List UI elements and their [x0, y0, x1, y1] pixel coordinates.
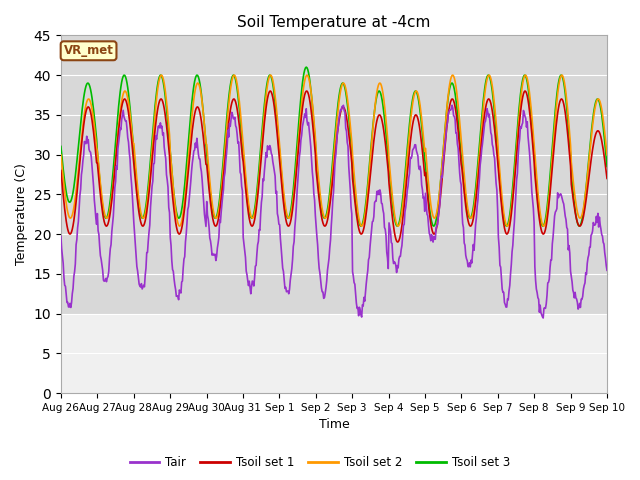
Tsoil set 2 [418, 116, 426, 121]
Tsoil set 3 [418, 123, 426, 129]
Tair [67, 305, 75, 311]
Line: Tair: Tair [61, 105, 607, 318]
Tsoil set 3 [67, 198, 75, 204]
Bar [61, 313, 607, 393]
X-axis label: Time: Time [319, 419, 349, 432]
Tsoil set 3 [123, 80, 131, 86]
Tair [123, 125, 131, 131]
Text: VR_met: VR_met [63, 44, 113, 57]
Tsoil set 3 [207, 199, 215, 205]
Tair [603, 267, 611, 273]
Tsoil set 1 [179, 222, 186, 228]
Tsoil set 3 [357, 223, 365, 229]
Tair [401, 221, 408, 227]
Tsoil set 1 [521, 88, 529, 94]
Y-axis label: Temperature (C): Temperature (C) [15, 163, 28, 265]
Line: Tsoil set 2: Tsoil set 2 [61, 75, 607, 226]
Tsoil set 1 [401, 195, 409, 201]
Tsoil set 2 [57, 152, 65, 158]
Tsoil set 3 [402, 164, 410, 169]
Tair [57, 233, 65, 239]
Tair [179, 278, 186, 284]
Tsoil set 2 [603, 152, 611, 158]
Tsoil set 2 [207, 193, 215, 199]
Tsoil set 1 [394, 239, 401, 245]
Tsoil set 1 [57, 168, 65, 173]
Tsoil set 2 [358, 223, 365, 229]
Tair [416, 163, 424, 169]
Tair [448, 102, 456, 108]
Line: Tsoil set 1: Tsoil set 1 [61, 91, 607, 242]
Tsoil set 3 [57, 144, 65, 149]
Tsoil set 3 [179, 202, 186, 208]
Tsoil set 2 [179, 215, 186, 221]
Line: Tsoil set 3: Tsoil set 3 [61, 67, 607, 226]
Tsoil set 2 [67, 215, 75, 221]
Tsoil set 2 [123, 92, 131, 97]
Tair [540, 315, 547, 321]
Tsoil set 2 [402, 172, 410, 178]
Tair [207, 244, 215, 250]
Legend: Tair, Tsoil set 1, Tsoil set 2, Tsoil set 3: Tair, Tsoil set 1, Tsoil set 2, Tsoil se… [125, 452, 515, 474]
Title: Soil Temperature at -4cm: Soil Temperature at -4cm [237, 15, 431, 30]
Tsoil set 1 [67, 231, 75, 237]
Tsoil set 3 [603, 164, 611, 169]
Tsoil set 1 [123, 101, 131, 107]
Tsoil set 1 [207, 206, 215, 212]
Tsoil set 1 [417, 134, 425, 140]
Tsoil set 1 [603, 176, 611, 181]
Tsoil set 3 [302, 64, 310, 70]
Tsoil set 2 [303, 72, 311, 78]
